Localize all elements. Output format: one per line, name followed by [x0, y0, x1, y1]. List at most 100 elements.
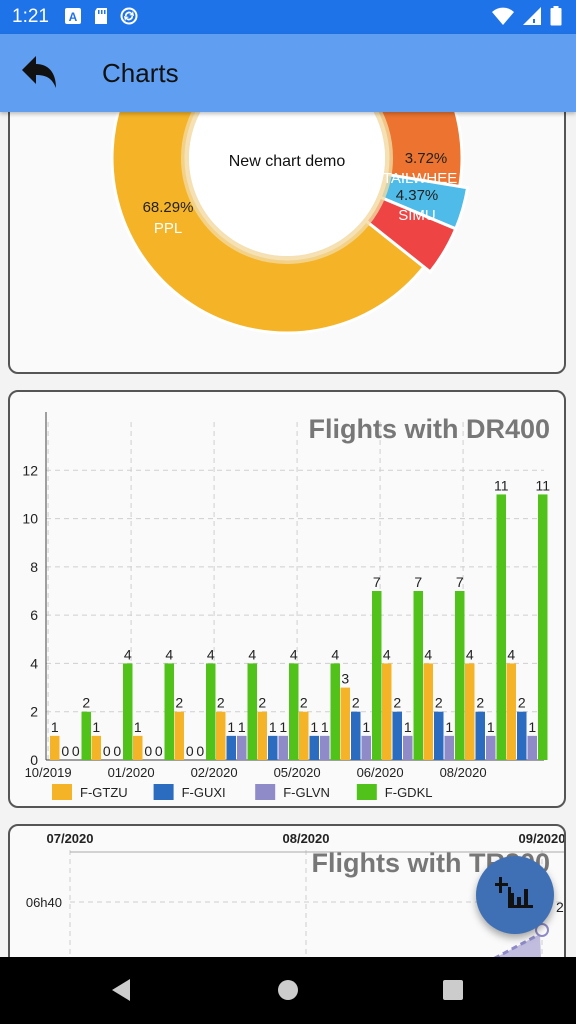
status-icons-right: [492, 6, 562, 26]
bar-value-label: 4: [248, 646, 256, 662]
bar: [330, 663, 340, 760]
bar: [174, 711, 184, 760]
y-tick-label: 10: [22, 511, 38, 527]
bar-value-label: 1: [92, 719, 100, 735]
legend-label: F-GTZU: [80, 785, 128, 800]
bar-value-label: 7: [456, 574, 464, 590]
add-chart-icon: [495, 877, 533, 908]
bar-value-label: 0: [186, 743, 194, 759]
bar-chart-card: Flights with DR400 0 2 4 6 8 10 12 1 0 0 2 1 0 0 4 1 0 0 4 2…: [8, 390, 566, 808]
bar: [465, 663, 475, 760]
donut-title: New chart demo: [229, 153, 346, 170]
legend-label: F-GLVN: [283, 785, 330, 800]
back-triangle-icon[interactable]: [108, 977, 134, 1003]
donut-chart-card: New chart demo 68.29% PPL 3.72% TAILWHEE 4.37…: [8, 112, 566, 374]
bar: [237, 735, 247, 760]
home-circle-icon[interactable]: [277, 979, 299, 1001]
bar-value-label: 4: [207, 646, 215, 662]
bar-value-label: 0: [144, 743, 152, 759]
bar-value-label: 0: [61, 743, 69, 759]
signal-icon: [523, 7, 541, 25]
x-tick-label: 07/2020: [47, 831, 94, 846]
bar-value-label: 2: [476, 695, 484, 711]
legend-label: F-GDKL: [385, 785, 433, 800]
svg-text:A: A: [69, 10, 78, 24]
bar: [538, 494, 548, 760]
bar: [351, 711, 361, 760]
bar-value-label: 1: [445, 719, 453, 735]
bar-value-label: 1: [134, 719, 142, 735]
bar: [257, 711, 267, 760]
bar: [216, 711, 226, 760]
data-value-label: 2: [556, 899, 564, 915]
bar: [475, 711, 485, 760]
bar: [392, 711, 402, 760]
y-tick-label: 6: [30, 607, 38, 623]
legend-label: F-GUXI: [182, 785, 226, 800]
y-tick-label: 0: [30, 752, 38, 768]
x-tick-label: 08/2020: [283, 831, 330, 846]
bar: [403, 735, 413, 760]
bar: [133, 735, 143, 760]
bar: [413, 591, 423, 760]
bar: [320, 735, 330, 760]
bar-value-label: 4: [466, 646, 474, 662]
bar: [455, 591, 465, 760]
chart-legend: F-GTZU F-GUXI F-GLVN F-GDKL: [52, 784, 432, 800]
bar-value-label: 4: [124, 646, 132, 662]
x-tick-label: 01/2020: [108, 765, 155, 780]
slice-name-label: PPL: [154, 220, 182, 237]
donut-chart: New chart demo 68.29% PPL 3.72% TAILWHEE4.37…: [110, 112, 470, 335]
slice-value-label: 68.29%: [143, 199, 194, 216]
bar: [278, 735, 288, 760]
y-tick-label: 2: [30, 704, 38, 720]
bar-value-label: 3: [341, 671, 349, 687]
bar: [372, 591, 382, 760]
legend-swatch: [255, 784, 276, 800]
y-tick-label: 06h40: [26, 895, 62, 910]
slice-value-label: 4.37%: [396, 187, 439, 204]
status-time: 1:21: [12, 6, 49, 27]
area-fill: [496, 934, 541, 957]
battery-icon: [550, 6, 562, 26]
donut-slices: [110, 112, 470, 335]
bar: [123, 663, 133, 760]
legend-swatch: [153, 784, 174, 800]
back-button[interactable]: [18, 52, 62, 96]
bar: [506, 663, 516, 760]
y-tick-label: 4: [30, 655, 38, 671]
bar-value-label: 2: [217, 695, 225, 711]
x-tick-label: 09/2020: [519, 831, 565, 846]
status-icons-left: A: [64, 7, 138, 27]
font-icon: A: [65, 8, 81, 24]
bar: [434, 711, 444, 760]
x-tick-label: 10/2019: [25, 765, 72, 780]
bar-value-label: 2: [352, 695, 360, 711]
bar-value-label: 0: [72, 743, 80, 759]
bar-value-label: 4: [331, 646, 339, 662]
recents-square-icon[interactable]: [443, 980, 463, 1000]
bar: [50, 735, 60, 760]
bar-value-label: 2: [435, 695, 443, 711]
bar-value-label: 2: [175, 695, 183, 711]
bar-value-label: 1: [279, 719, 287, 735]
bar: [486, 735, 496, 760]
bar-value-label: 0: [103, 743, 111, 759]
bar: [247, 663, 257, 760]
y-tick-label: 12: [22, 462, 38, 478]
area-chart-card: 07/2020 08/2020 09/2020 06h40 Flights with T…: [8, 824, 566, 957]
bar-value-label: 1: [238, 719, 246, 735]
bar: [527, 735, 537, 760]
bar-value-label: 4: [424, 646, 432, 662]
add-chart-button[interactable]: [476, 856, 554, 934]
bar: [299, 711, 309, 760]
bar-value-label: 1: [528, 719, 536, 735]
bar: [423, 663, 433, 760]
slice-value-label: 3.72%: [405, 150, 448, 167]
charts-list[interactable]: New chart demo 68.29% PPL 3.72% TAILWHEE 4.37…: [0, 112, 576, 957]
bar-value-label: 2: [518, 695, 526, 711]
donut-inner-ring: [181, 112, 393, 264]
bar-value-label: 4: [507, 646, 515, 662]
bar-value-label: 0: [155, 743, 163, 759]
